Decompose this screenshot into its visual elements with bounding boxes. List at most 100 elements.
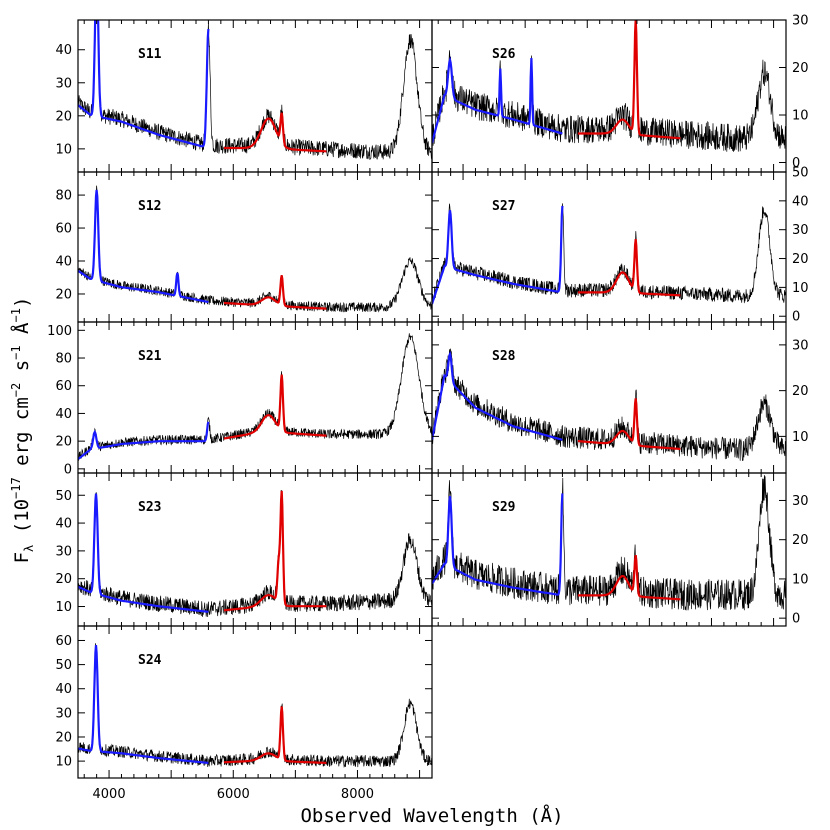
y-tick-label: 30 [55, 706, 72, 721]
y-tick-label: 0 [792, 310, 800, 325]
observed-spectrum [78, 333, 432, 462]
y-tick-label: 30 [55, 544, 72, 559]
y-tick-label: 80 [55, 189, 72, 204]
y-tick-label: 20 [55, 109, 72, 124]
panel-frame [77, 19, 433, 173]
y-tick-label: 10 [792, 281, 809, 296]
y-tick-label: 50 [55, 658, 72, 673]
panel-s12: S12 20 40 60 80 [55, 171, 433, 323]
y-tick-label: 10 [55, 600, 72, 615]
panel-s23: S23 10 20 30 40 50 [55, 472, 433, 627]
y-tick-label: 20 [55, 730, 72, 745]
observed-spectrum [432, 475, 786, 611]
y-tick-label: 40 [55, 682, 72, 697]
y-tick-label: 0 [792, 612, 800, 627]
panel-frame [77, 625, 433, 779]
blue-model-spectrum [432, 493, 564, 596]
y-tick-label: 60 [55, 634, 72, 649]
panel-label: S12 [138, 199, 161, 214]
observed-spectrum [78, 185, 432, 313]
y-tick-label: 100 [47, 324, 72, 339]
plot-area [78, 185, 432, 313]
panel-label: S26 [492, 47, 516, 62]
panels-layer: S1110203040S1220406080S21020406080100S23… [47, 14, 809, 803]
y-tick-label: 30 [792, 223, 809, 238]
panel-frame [77, 321, 433, 474]
red-model-spectrum [577, 554, 681, 601]
panel-label: S27 [492, 199, 515, 214]
y-tick-label: 60 [55, 379, 72, 394]
plot-area [432, 20, 786, 152]
panel-frame [431, 472, 787, 627]
blue-model-spectrum [432, 350, 563, 441]
plot-area [78, 643, 432, 768]
blue-model-spectrum [78, 20, 210, 148]
x-tick-label: 4000 [93, 787, 126, 802]
blue-model-spectrum [78, 645, 209, 764]
y-tick-label: 40 [792, 194, 809, 209]
y-tick-label: 40 [55, 255, 72, 270]
red-model-spectrum [223, 706, 327, 764]
blue-model-spectrum [78, 421, 210, 461]
y-tick-label: 10 [792, 572, 809, 587]
observed-spectrum [78, 490, 432, 618]
y-tick-label: 0 [792, 156, 800, 171]
y-tick-label: 10 [55, 142, 72, 157]
y-tick-label: 10 [792, 430, 809, 445]
blue-model-spectrum [78, 493, 209, 613]
x-axis-title: Observed Wavelength (Å) [300, 804, 563, 827]
x-tick-label: 8000 [341, 787, 374, 802]
y-tick-label: 20 [792, 61, 809, 76]
y-tick-label: 50 [792, 166, 809, 181]
panel-label: S23 [138, 500, 161, 515]
panel-s11: S11 10 20 30 40 [55, 19, 433, 173]
panel-s26: S26 0 10 20 30 [431, 14, 809, 173]
blue-model-spectrum [78, 189, 209, 304]
observed-spectrum [432, 348, 786, 462]
observed-spectrum [78, 20, 432, 160]
y-tick-label: 20 [55, 435, 72, 450]
red-model-spectrum [223, 275, 327, 310]
panel-label: S24 [138, 653, 162, 668]
plot-area [432, 348, 786, 462]
y-tick-label: 60 [55, 222, 72, 237]
red-model-spectrum [577, 20, 681, 140]
plot-area [78, 333, 432, 462]
observed-spectrum [78, 643, 432, 768]
red-model-spectrum [223, 490, 327, 612]
y-tick-label: 30 [792, 338, 809, 353]
y-tick-label: 40 [55, 517, 72, 532]
y-tick-label: 50 [55, 489, 72, 504]
y-tick-label: 30 [792, 494, 809, 509]
y-tick-label: 20 [792, 533, 809, 548]
plot-area [432, 475, 786, 611]
plot-area [78, 490, 432, 618]
y-tick-label: 30 [792, 14, 809, 29]
y-tick-label: 0 [64, 462, 72, 477]
observed-spectrum [432, 20, 786, 152]
panel-s24: S24 10 20 30 40 50 60 [55, 625, 433, 779]
red-model-spectrum [223, 374, 327, 440]
y-tick-label: 40 [55, 43, 72, 58]
y-tick-label: 20 [55, 287, 72, 302]
y-tick-label: 30 [55, 76, 72, 91]
panel-s28: S28 10 20 30 [431, 321, 809, 474]
panel-frame [77, 171, 433, 323]
panel-label: S29 [492, 500, 515, 515]
plot-area [78, 20, 432, 160]
y-tick-label: 20 [55, 572, 72, 587]
red-model-spectrum [223, 112, 327, 153]
plot-area [432, 203, 786, 305]
red-model-spectrum [577, 398, 681, 451]
x-tick-label: 6000 [217, 787, 250, 802]
observed-spectrum [432, 203, 786, 304]
panel-s27: S27 0 10 20 30 40 50 [431, 166, 809, 325]
panel-frame [431, 321, 787, 474]
y-tick-label: 10 [55, 755, 72, 770]
panel-label: S11 [138, 47, 162, 62]
blue-model-spectrum [432, 56, 563, 144]
y-tick-label: 40 [55, 407, 72, 422]
y-axis-title: Fλ (10−17 erg cm−2 s−1 Å−1) [9, 297, 36, 564]
y-tick-label: 20 [792, 384, 809, 399]
